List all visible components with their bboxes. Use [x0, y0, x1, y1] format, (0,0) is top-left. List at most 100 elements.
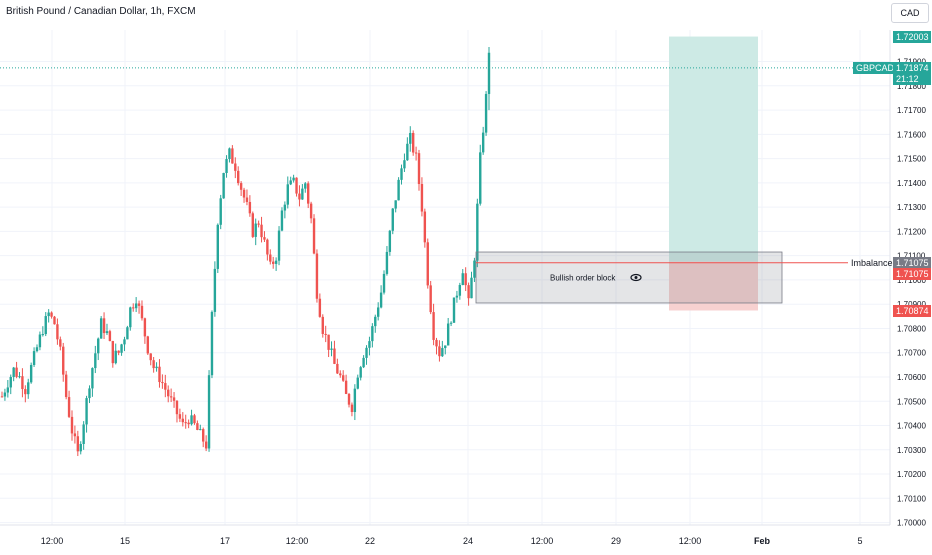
- candle-body: [245, 197, 249, 202]
- candle-body: [274, 260, 278, 264]
- candle-body: [283, 204, 287, 211]
- candle-body: [169, 396, 173, 398]
- x-tick-label: 12:00: [531, 536, 554, 546]
- candle-body: [344, 380, 348, 394]
- candle-body: [196, 423, 199, 430]
- candle-body: [406, 143, 409, 161]
- candle-body: [146, 336, 150, 354]
- price-axis[interactable]: 1.719001.718001.717001.716001.715001.714…: [889, 30, 926, 528]
- order-block-label: Bullish order block: [550, 274, 616, 283]
- candle-body: [91, 368, 94, 389]
- candle-body: [190, 415, 193, 425]
- y-tick-label: 1.71600: [897, 130, 926, 139]
- candle-body: [237, 170, 240, 184]
- candle-body: [263, 237, 266, 240]
- candle-body: [140, 305, 144, 319]
- x-tick-label: 24: [463, 536, 473, 546]
- time-axis[interactable]: 12:00 15 17 12:00 22 24 12:00 29 12:00 Feb 5: [0, 524, 890, 546]
- candle-body: [123, 339, 126, 345]
- candle-body: [385, 251, 389, 274]
- x-tick-label: 12:00: [41, 536, 64, 546]
- stop-value-tag-upper: 1.71075: [893, 267, 931, 280]
- candle-body: [248, 201, 252, 214]
- candle-body: [312, 218, 316, 254]
- candle-body: [64, 374, 68, 398]
- candle-body: [73, 433, 77, 437]
- candle-body: [452, 297, 456, 323]
- candle-body: [175, 400, 179, 415]
- x-tick-label: 12:00: [286, 536, 309, 546]
- candle-body: [359, 367, 362, 378]
- candle-body: [420, 184, 424, 212]
- candle-body: [411, 132, 415, 153]
- candle-body: [458, 285, 462, 296]
- candle-body: [301, 188, 304, 200]
- candle-body: [164, 383, 167, 390]
- y-tick-label: 1.71800: [897, 82, 926, 91]
- candle-body: [85, 398, 88, 425]
- candle-body: [199, 429, 202, 431]
- y-tick-label: 1.71400: [897, 179, 926, 188]
- y-tick-label: 1.71300: [897, 203, 926, 212]
- target-price-tag: 1.72003: [893, 30, 931, 43]
- candle-body: [324, 333, 327, 335]
- candle-body: [484, 93, 488, 133]
- y-tick-label: 1.70000: [897, 519, 926, 528]
- candle-body: [50, 312, 53, 317]
- candle-body: [15, 367, 18, 377]
- eye-icon[interactable]: [630, 273, 642, 282]
- candle-body: [286, 184, 289, 205]
- candle-body: [56, 324, 59, 340]
- candle-body: [213, 268, 217, 312]
- candle-body: [397, 179, 400, 201]
- candle-body: [27, 382, 30, 395]
- candle-body: [435, 339, 438, 347]
- candle-body: [181, 418, 185, 423]
- x-tick-label: 29: [611, 536, 621, 546]
- candle-body: [44, 316, 47, 335]
- x-tick-label: Feb: [754, 536, 771, 546]
- candle-body: [187, 422, 190, 425]
- candle-body: [438, 346, 441, 357]
- profit-zone[interactable]: [669, 36, 758, 262]
- x-tick-label: 5: [857, 536, 862, 546]
- candle-body: [204, 441, 208, 449]
- loss-zone[interactable]: [669, 261, 758, 311]
- candle-body: [99, 318, 103, 339]
- x-tick-label: 22: [365, 536, 375, 546]
- chart-title: British Pound / Canadian Dollar, 1h, FXC…: [6, 6, 196, 17]
- candle-body: [161, 382, 164, 384]
- candle-body: [318, 298, 322, 317]
- y-tick-label: 1.71500: [897, 155, 926, 164]
- currency-button[interactable]: CAD: [891, 3, 929, 23]
- candle-body: [479, 152, 482, 204]
- candle-body: [309, 203, 313, 219]
- candle-body: [269, 254, 272, 262]
- y-tick-label: 1.71100: [897, 252, 926, 261]
- candle-body: [210, 311, 214, 376]
- candle-body: [339, 373, 342, 376]
- candle-body: [464, 273, 467, 286]
- candle-body: [476, 203, 479, 261]
- candle-body: [350, 404, 354, 413]
- candle-body: [403, 160, 406, 169]
- candle-body: [47, 312, 50, 317]
- candle-body: [391, 208, 394, 231]
- candle-body: [9, 376, 12, 388]
- candle-body: [24, 389, 27, 395]
- x-tick-label: 15: [120, 536, 130, 546]
- candle-body: [449, 322, 453, 324]
- candle-body: [102, 318, 106, 334]
- candle-body: [216, 224, 219, 269]
- order-block-box[interactable]: [475, 251, 783, 304]
- candle-body: [105, 331, 109, 334]
- candle-body: [336, 363, 339, 374]
- candle-body: [347, 393, 351, 405]
- candle-body: [266, 239, 269, 255]
- candle-body: [304, 183, 307, 189]
- candle-body: [35, 347, 39, 352]
- candle-body: [289, 180, 292, 185]
- candle-body: [225, 159, 228, 173]
